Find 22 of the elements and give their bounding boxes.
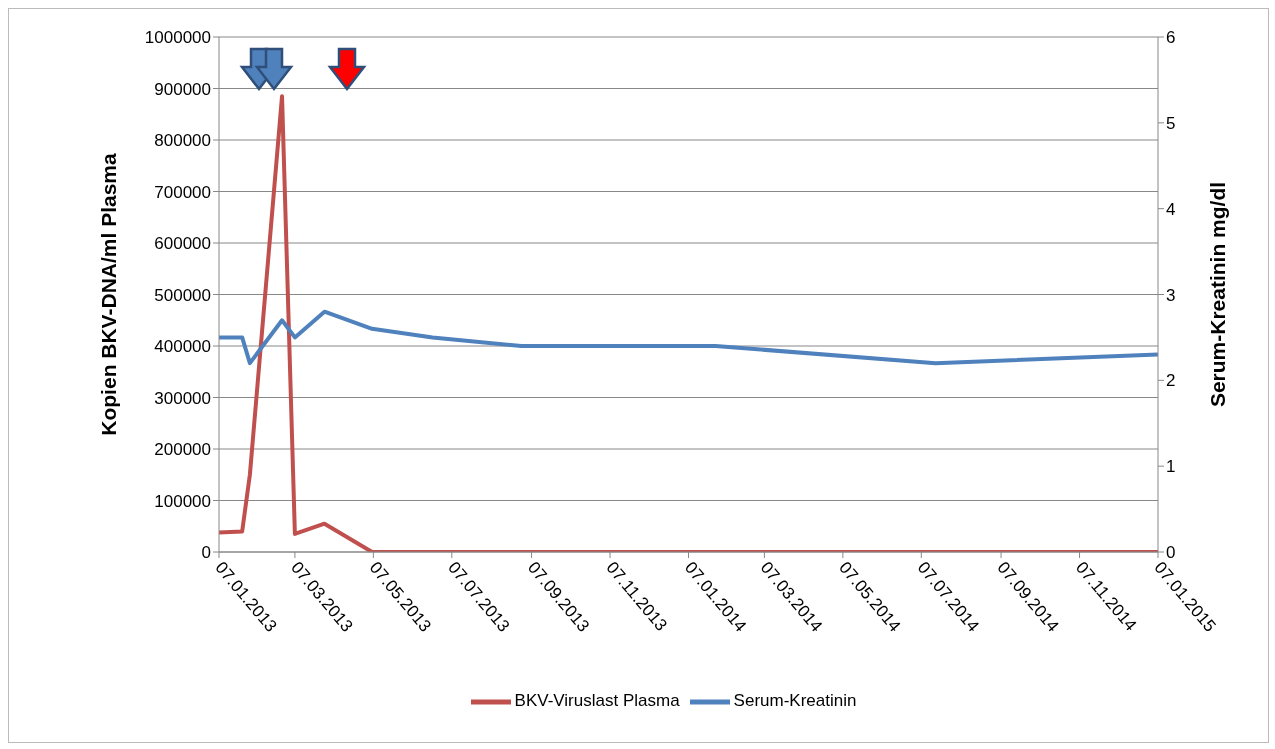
y2-axis-title: Serum-Kreatinin mg/dl: [1206, 181, 1230, 408]
y2-tick-label: 1: [1166, 457, 1176, 477]
y-axis-title: Kopien BKV-DNA/ml Plasma: [97, 152, 121, 436]
legend-label: Serum-Kreatinin: [733, 691, 857, 711]
legend-label: BKV-Viruslast Plasma: [514, 691, 680, 711]
y-tick-label: 400000: [154, 337, 211, 357]
y-tick-label: 100000: [154, 491, 211, 511]
y-tick-label: 800000: [154, 131, 211, 151]
y2-tick-label: 3: [1166, 285, 1176, 305]
y2-tick-label: 0: [1166, 543, 1176, 563]
y-tick-label: 600000: [154, 234, 211, 254]
y-tick-label: 900000: [154, 79, 211, 99]
y2-tick-label: 6: [1166, 28, 1176, 48]
y-tick-label: 200000: [154, 440, 211, 460]
y-tick-label: 300000: [154, 388, 211, 408]
y-tick-label: 1000000: [144, 28, 211, 48]
y-tick-label: 500000: [154, 285, 211, 305]
y2-tick-label: 5: [1166, 113, 1176, 133]
y2-tick-label: 2: [1166, 371, 1176, 391]
y2-tick-label: 4: [1166, 199, 1176, 219]
y-tick-label: 0: [201, 543, 211, 563]
y-tick-label: 700000: [154, 182, 211, 202]
